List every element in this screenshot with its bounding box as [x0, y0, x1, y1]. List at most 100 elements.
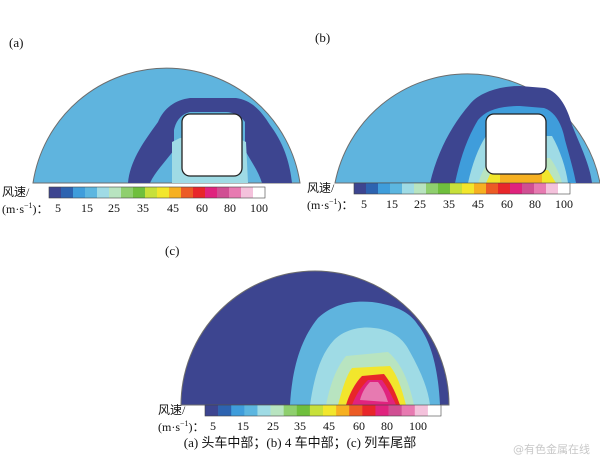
legend-swatch [283, 405, 298, 416]
tick-a-45: 45 [167, 201, 179, 215]
legend-swatch [121, 187, 134, 198]
legend-swatch [244, 405, 258, 416]
legend-swatch [241, 187, 254, 198]
tick-c-5: 5 [210, 419, 216, 433]
legend-unit-prefix: (m·s [307, 198, 329, 212]
legend-swatch [438, 183, 451, 194]
legend-swatch [546, 183, 559, 194]
tick-c-60: 60 [353, 419, 365, 433]
watermark: @有色金属在线 [513, 443, 590, 456]
legend-swatch [558, 183, 571, 194]
legend-swatch [218, 405, 232, 416]
legend-swatch [498, 183, 511, 194]
panel-b-train-body [485, 113, 547, 175]
legend-swatch [522, 183, 535, 194]
legend-swatch [229, 187, 242, 198]
legend-border [48, 186, 266, 199]
legend-swatch [401, 405, 416, 416]
tick-a-5: 5 [55, 201, 61, 215]
panel-c-contour [180, 270, 450, 406]
legend-swatch [450, 183, 463, 194]
legend-unit-b: 风速/ (m·s−1)： [307, 182, 354, 212]
tick-b-60: 60 [501, 197, 513, 211]
legend-swatch [354, 183, 367, 194]
tick-a-100: 100 [250, 201, 268, 215]
legend-swatch [193, 187, 206, 198]
panel-a-low-speed-region [128, 98, 292, 183]
legend-swatch [378, 183, 391, 194]
legend-swatch [253, 187, 266, 198]
legend-swatch [133, 187, 146, 198]
legend-quantity: 风速/ [158, 403, 186, 417]
legend-swatch [486, 183, 499, 194]
tick-c-45: 45 [323, 419, 335, 433]
legend-unit-c: 风速/ (m·s−1)： [158, 404, 205, 434]
legend-unit-exp: −1 [24, 201, 33, 210]
panel-label-a: (a) [9, 35, 24, 50]
tick-c-15: 15 [237, 419, 249, 433]
tick-c-25: 25 [267, 419, 279, 433]
tick-a-60: 60 [196, 201, 208, 215]
legend-swatch [270, 405, 284, 416]
legend-swatch [375, 405, 389, 416]
legend-swatch [85, 187, 98, 198]
panel-b-contour [334, 73, 600, 184]
legend-border [353, 182, 571, 195]
legend-swatch [388, 405, 402, 416]
legend-colorbar-b [353, 182, 571, 195]
panel-label-c: (c) [165, 243, 180, 258]
tick-b-5: 5 [361, 197, 367, 211]
legend-swatch [231, 405, 245, 416]
tick-b-15: 15 [386, 197, 398, 211]
legend-swatch [414, 405, 429, 416]
legend-swatch [296, 405, 311, 416]
legend-swatch [97, 187, 110, 198]
panel-c-pink-core [360, 382, 388, 402]
legend-unit-exp: −1 [180, 419, 189, 428]
legend-swatch [257, 405, 271, 416]
figure-caption: (a) 头车中部；(b) 4 车中部；(c) 列车尾部 [183, 435, 417, 450]
legend-swatch [169, 187, 182, 198]
tick-b-45: 45 [472, 197, 484, 211]
legend-swatch [309, 405, 324, 416]
panel-label-b: (b) [315, 30, 331, 45]
legend-swatch [362, 405, 376, 416]
legend-unit-prefix: (m·s [2, 202, 24, 216]
legend-swatch [205, 405, 219, 416]
legend-swatch [402, 183, 415, 194]
legend-unit-prefix: (m·s [158, 420, 180, 434]
legend-swatch [217, 187, 230, 198]
legend-swatch [61, 187, 74, 198]
legend-swatch [474, 183, 487, 194]
panel-a-train-body [181, 113, 243, 177]
legend-swatch [145, 187, 158, 198]
legend-swatch [510, 183, 523, 194]
legend-swatch [49, 187, 62, 198]
legend-unit-a: 风速/ (m·s−1)： [2, 186, 49, 216]
legend-swatch [426, 183, 439, 194]
legend-unit-suffix: )： [32, 202, 49, 216]
legend-border [204, 404, 442, 417]
legend-colorbar-c [204, 404, 442, 417]
legend-swatch [157, 187, 170, 198]
tick-c-100: 100 [409, 419, 427, 433]
legend-colorbar-a [48, 186, 266, 199]
legend-quantity: 风速/ [2, 185, 30, 199]
legend-swatch [109, 187, 122, 198]
tick-a-25: 25 [108, 201, 120, 215]
legend-swatch [323, 405, 337, 416]
legend-swatch [205, 187, 218, 198]
legend-swatch [349, 405, 363, 416]
legend-swatch [414, 183, 427, 194]
legend-quantity: 风速/ [307, 181, 335, 195]
tick-c-35: 35 [294, 419, 306, 433]
tick-a-35: 35 [137, 201, 149, 215]
legend-unit-exp: −1 [329, 197, 338, 206]
tick-b-25: 25 [414, 197, 426, 211]
legend-swatch [73, 187, 86, 198]
legend-unit-suffix: )： [337, 198, 354, 212]
tick-b-35: 35 [443, 197, 455, 211]
legend-swatch [336, 405, 350, 416]
legend-unit-suffix: )： [188, 420, 205, 434]
